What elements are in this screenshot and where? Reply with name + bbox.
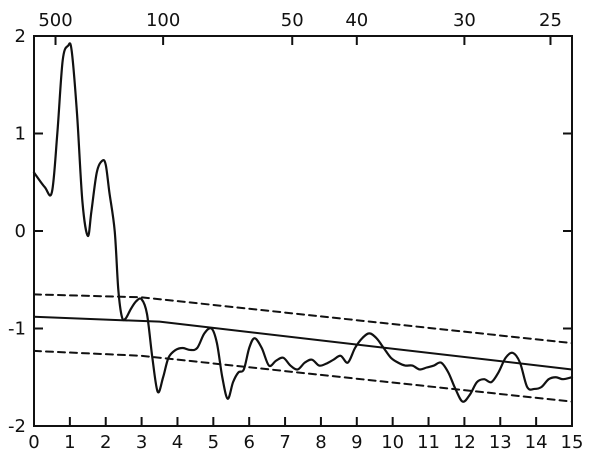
x-tick-label: 0	[28, 432, 39, 453]
axis-ticks	[33, 35, 573, 427]
y-tick-label: 0	[15, 221, 26, 242]
data-curve	[32, 42, 574, 403]
top-tick-label: 500	[38, 10, 72, 31]
x-tick-label: 7	[279, 432, 290, 453]
x-tick-label: 14	[525, 432, 548, 453]
x-tick-label: 12	[453, 432, 476, 453]
x-tick-label: 4	[172, 432, 183, 453]
x-tick-label: 9	[351, 432, 362, 453]
y-tick-label: 2	[15, 26, 26, 47]
x-tick-label: 8	[315, 432, 326, 453]
x-tick-label: 1	[64, 432, 75, 453]
x-tick-label: 6	[243, 432, 254, 453]
x-tick-label: 2	[100, 432, 111, 453]
top-tick-label: 40	[345, 10, 368, 31]
x-tick-label: 13	[489, 432, 512, 453]
x-tick-label: 3	[136, 432, 147, 453]
y-tick-label: -1	[8, 319, 26, 340]
dashed-bound-line	[33, 349, 573, 403]
top-tick-label: 100	[146, 10, 180, 31]
dashed-bound-line	[33, 293, 573, 345]
top-tick-label: 25	[539, 10, 562, 31]
series-lines	[32, 42, 574, 403]
top-tick-label: 30	[453, 10, 476, 31]
x-tick-label: 11	[417, 432, 440, 453]
y-tick-label: 1	[15, 124, 26, 145]
x-tick-label: 10	[381, 432, 404, 453]
trend-line	[33, 315, 573, 371]
x-tick-label: 5	[208, 432, 219, 453]
x-tick-label: 15	[561, 432, 584, 453]
top-tick-label: 50	[281, 10, 304, 31]
y-tick-label: -2	[8, 416, 26, 437]
